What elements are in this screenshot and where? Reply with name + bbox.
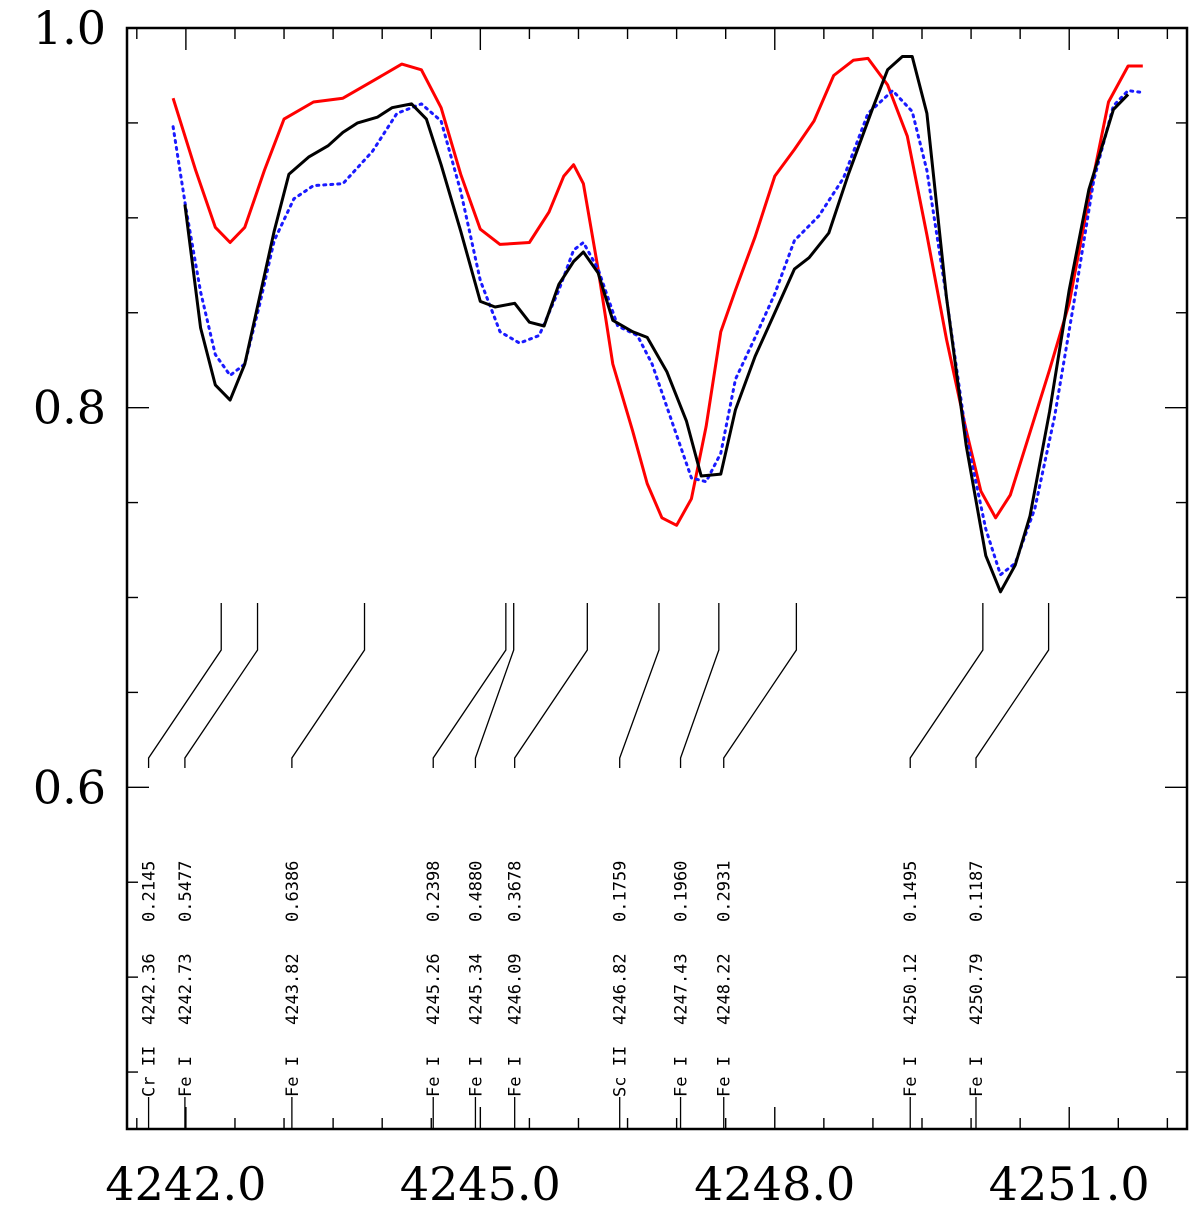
line-id-strength: 0.2931 [715,861,735,922]
line-id-wavelength: 4250.79 [967,953,987,1025]
line-id-wavelength: 4245.34 [466,953,486,1025]
line-identification-markers [147,603,1050,1129]
plot-frame [125,26,1189,1131]
line-id-label: Fe I 4245.34 0.4880 [466,861,486,1097]
line-id-marker [619,603,660,768]
line-id-wavelength: 4248.22 [715,953,735,1025]
line-id-species: Fe I [672,1056,692,1097]
line-id-species: Sc II [611,1046,631,1097]
y-tick-label: 0.6 [33,760,106,814]
line-id-label: Sc II 4246.82 0.1759 [611,861,631,1097]
line-id-strength: 0.1495 [901,861,921,922]
line-id-strength: 0.6386 [283,861,303,922]
line-id-strength: 0.2145 [140,861,160,922]
line-id-marker [291,603,366,768]
line-id-strength: 0.5477 [176,861,196,922]
line-id-marker [184,603,259,768]
line-id-species: Fe I [176,1056,196,1097]
line-id-marker [909,603,984,768]
line-id-strength: 0.1960 [672,861,692,922]
axis-ticks [127,27,1187,1129]
line-id-label: Fe I 4245.26 0.2398 [424,861,444,1097]
line-id-label: Fe I 4250.79 0.1187 [967,861,987,1097]
line-id-wavelength: 4242.36 [140,953,160,1025]
line-id-wavelength: 4243.82 [283,953,303,1025]
line-id-wavelength: 4242.73 [176,953,196,1025]
line-id-marker [679,603,720,768]
spectrum-series-line [183,55,1130,594]
line-id-label: Fe I 4250.12 0.1495 [901,861,921,1097]
line-id-label: Fe I 4248.22 0.2931 [715,861,735,1097]
line-id-wavelength: 4245.26 [424,953,444,1025]
line-id-label: Fe I 4246.09 0.3678 [506,861,526,1097]
y-tick-label: 1.0 [33,1,106,55]
y-tick-label: 0.8 [33,381,106,435]
line-id-species: Fe I [424,1056,444,1097]
line-id-species: Fe I [506,1056,526,1097]
line-id-marker [975,603,1050,768]
line-id-strength: 0.1187 [967,861,987,922]
tick-labels: 4242.0 4245.0 4248.0 4251.0 0.6 0.8 1.0 [33,1,1150,1210]
line-id-wavelength: 4250.12 [901,953,921,1025]
line-id-strength: 0.1759 [611,861,631,922]
x-tick-label: 4248.0 [694,1157,855,1210]
line-id-label: Fe I 4242.73 0.5477 [176,861,196,1097]
line-id-strength: 0.2398 [424,861,444,922]
spectrum-series-line [171,89,1145,577]
line-id-marker [723,603,798,768]
line-id-wavelength: 4247.43 [672,953,692,1025]
line-id-marker [432,603,507,768]
line-id-marker [514,603,588,768]
line-identification-labels: Cr II 4242.36 0.2145 Fe I 4242.73 0.5477 Fe I 4… [140,861,987,1097]
spectrum-series [171,55,1145,594]
line-id-species: Fe I [967,1056,987,1097]
line-id-species: Fe I [715,1056,735,1097]
line-id-label: Fe I 4243.82 0.6386 [283,861,303,1097]
line-id-species: Fe I [901,1056,921,1097]
line-id-strength: 0.4880 [466,861,486,922]
spectrum-series-line [171,56,1143,527]
line-id-marker [474,603,515,768]
line-id-species: Fe I [283,1056,303,1097]
x-tick-label: 4251.0 [989,1157,1150,1210]
line-id-strength: 0.3678 [506,861,526,922]
line-id-wavelength: 4246.09 [506,953,526,1025]
line-id-species: Fe I [466,1056,486,1097]
line-id-wavelength: 4246.82 [611,953,631,1025]
line-id-marker [147,603,222,768]
x-tick-label: 4245.0 [400,1157,561,1210]
line-id-label: Fe I 4247.43 0.1960 [672,861,692,1097]
x-tick-label: 4242.0 [105,1157,266,1210]
line-id-species: Cr II [140,1046,160,1097]
line-id-label: Cr II 4242.36 0.2145 [140,861,160,1097]
